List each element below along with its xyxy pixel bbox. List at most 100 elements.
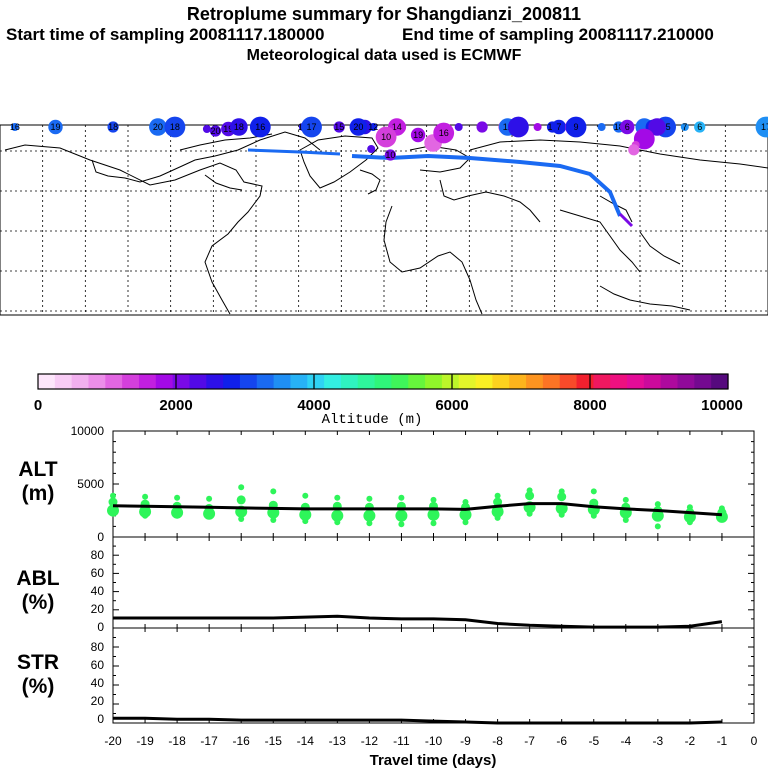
alt-point bbox=[334, 519, 341, 526]
plume-point-label: 12 bbox=[368, 122, 378, 132]
colorbar-cell bbox=[526, 374, 544, 389]
alt-point bbox=[110, 492, 116, 499]
plume-point bbox=[48, 119, 63, 135]
alt-point bbox=[270, 517, 277, 523]
plume-point-label: 20 bbox=[153, 122, 163, 132]
alt-point bbox=[686, 519, 693, 526]
abl-line bbox=[113, 614, 723, 629]
x-tick-label: -3 bbox=[652, 734, 663, 748]
map-gridlines bbox=[0, 125, 768, 315]
colorbar-cell bbox=[677, 374, 695, 389]
plume-point-label: 12 bbox=[503, 122, 513, 132]
plume-point-label: 10 bbox=[381, 132, 391, 142]
alt-point bbox=[459, 508, 472, 521]
plume-point-label: 6 bbox=[697, 122, 702, 132]
plume-point bbox=[508, 116, 529, 138]
colorbar-cell bbox=[711, 374, 729, 389]
trajectory-track-atlantic bbox=[247, 148, 341, 156]
plume-point bbox=[410, 127, 426, 143]
trajectory-track-europe-asia bbox=[351, 153, 622, 217]
plume-point bbox=[680, 123, 689, 131]
alt-point bbox=[651, 509, 664, 522]
colorbar-cell bbox=[105, 374, 123, 389]
colorbar-cell bbox=[172, 374, 191, 389]
plume-point bbox=[10, 123, 19, 131]
alt-point bbox=[238, 516, 245, 522]
plume-points: 1618192018201918161615201712101410101916… bbox=[10, 116, 768, 161]
x-tick-label: -9 bbox=[460, 734, 471, 748]
colorbar-tick-0: 0 bbox=[34, 397, 42, 414]
plume-point-label: 16 bbox=[439, 128, 449, 138]
colorbar-frame bbox=[37, 373, 729, 390]
plume-point bbox=[648, 118, 666, 136]
x-axis-label: Travel time (days) bbox=[370, 752, 497, 768]
plume-point bbox=[433, 122, 455, 144]
plume-point bbox=[565, 116, 587, 138]
alt-point bbox=[622, 496, 629, 503]
plume-point-label: 7 bbox=[682, 122, 687, 132]
x-tick-label: -7 bbox=[524, 734, 535, 748]
x-tick-label: -8 bbox=[492, 734, 503, 748]
map-panel: 1618192018201918161615201712101410101916… bbox=[0, 116, 768, 316]
panel-tick-marks bbox=[112, 431, 755, 723]
alt-point bbox=[174, 512, 181, 519]
plume-point bbox=[533, 123, 542, 131]
plume-point bbox=[367, 145, 376, 153]
alt-point bbox=[299, 508, 312, 521]
alt-point bbox=[302, 492, 309, 499]
x-tick-label: -6 bbox=[556, 734, 567, 748]
plume-point bbox=[301, 116, 322, 138]
alt-point bbox=[427, 508, 440, 521]
alt-point bbox=[270, 488, 277, 495]
x-axis-tick-labels: -20 -19 -18 -17 -16 -15 -14 -13 -12 -11 -10 -9 -8 -7-… bbox=[104, 734, 757, 748]
plume-point-label: 19 bbox=[413, 130, 423, 140]
plume-point-label: 14 bbox=[392, 122, 402, 132]
abl-ytick-80: 80 bbox=[91, 548, 105, 562]
x-tick-label: -2 bbox=[685, 734, 696, 748]
alt-scatter-points bbox=[107, 484, 728, 530]
plume-point bbox=[597, 123, 606, 131]
colorbar-cell bbox=[492, 374, 510, 389]
alt-point bbox=[331, 509, 344, 522]
alt-point bbox=[206, 495, 213, 502]
x-tick-label: 0 bbox=[751, 734, 758, 748]
panel-str-unit: (%) bbox=[22, 675, 55, 698]
colorbar-cell bbox=[694, 374, 712, 389]
str-ytick-0: 0 bbox=[97, 712, 104, 726]
alt-point bbox=[493, 497, 503, 507]
x-tick-label: -19 bbox=[136, 734, 154, 748]
abl-ytick-20: 20 bbox=[91, 602, 105, 616]
plume-point-label: 18 bbox=[234, 122, 244, 132]
colorbar-cell bbox=[223, 374, 241, 389]
alt-point bbox=[139, 505, 152, 518]
colorbar-cell bbox=[441, 374, 460, 389]
x-tick-label: -5 bbox=[588, 734, 599, 748]
alt-point bbox=[590, 512, 597, 519]
colorbar-cell bbox=[576, 374, 594, 389]
alt-point bbox=[430, 520, 437, 527]
colorbar: 0 2000 4000 6000 8000 10000 Altitude (m) bbox=[34, 373, 743, 428]
plume-point bbox=[760, 121, 768, 133]
plume-point bbox=[149, 118, 167, 136]
alt-point bbox=[236, 495, 246, 505]
alt-point bbox=[494, 492, 501, 499]
plume-point-label: 9 bbox=[573, 122, 578, 132]
plume-point bbox=[694, 121, 706, 133]
plume-point-label: 17 bbox=[306, 122, 316, 132]
plume-point-label: 10 bbox=[385, 150, 395, 160]
colorbar-cell bbox=[38, 374, 56, 389]
plume-point bbox=[375, 126, 397, 148]
alt-ytick-0: 0 bbox=[97, 530, 104, 544]
alt-point bbox=[171, 506, 184, 519]
colorbar-cell bbox=[475, 374, 493, 389]
colorbar-cell bbox=[340, 374, 359, 389]
abl-ytick-40: 40 bbox=[91, 584, 105, 598]
str-ytick-40: 40 bbox=[91, 676, 105, 690]
str-ytick-60: 60 bbox=[91, 658, 105, 672]
plume-point bbox=[628, 144, 640, 156]
colorbar-tick-10000: 10000 bbox=[701, 397, 743, 414]
plume-point-label: 18 bbox=[108, 122, 118, 132]
plume-point-label: 16 bbox=[255, 122, 265, 132]
alt-point bbox=[238, 484, 245, 491]
alt-point bbox=[142, 512, 149, 519]
